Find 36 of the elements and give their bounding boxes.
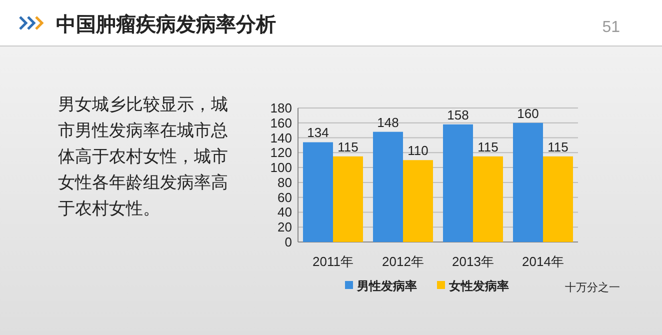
data-label: 110 <box>408 143 428 158</box>
y-tick-label: 160 <box>270 115 292 130</box>
data-label: 148 <box>377 114 399 130</box>
y-tick-label: 80 <box>278 174 292 190</box>
y-tick-label: 60 <box>278 190 292 205</box>
bar <box>333 156 363 242</box>
y-tick-label: 120 <box>270 145 292 160</box>
data-label: 160 <box>517 106 539 121</box>
y-tick-label: 100 <box>270 160 292 176</box>
bar <box>373 132 403 242</box>
bar <box>303 142 333 242</box>
y-tick-label: 0 <box>284 234 292 250</box>
y-tick-label: 140 <box>270 130 292 146</box>
data-label: 115 <box>338 139 358 154</box>
data-label: 134 <box>307 125 329 140</box>
y-tick-label: 180 <box>270 100 292 116</box>
legend-label: 女性发病率 <box>448 279 509 293</box>
bar <box>543 156 573 242</box>
x-tick-label: 2011年 <box>312 254 354 269</box>
data-label: 115 <box>548 139 568 154</box>
y-tick-label: 20 <box>278 220 292 235</box>
bar <box>403 160 433 242</box>
text: 男女城乡比较显示，城市男性发病率在城市总体高于农村女性，城市女性各年龄组发病率高于农村女性。 <box>58 94 229 220</box>
x-tick-label: 2012年 <box>382 254 424 269</box>
y-tick-label: 40 <box>278 204 292 220</box>
bar <box>513 122 543 242</box>
data-label: 158 <box>447 107 469 122</box>
bar <box>473 156 503 242</box>
x-tick-label: 2013年 <box>452 254 494 269</box>
x-tick-label: 2014年 <box>522 254 564 269</box>
chart-title: 中国肿瘤疾病发病率分析 <box>56 13 276 36</box>
text: 十万分之一 <box>565 281 620 294</box>
bar <box>443 124 473 242</box>
legend-label: 男性发病率 <box>356 279 417 293</box>
data-label: 115 <box>478 139 498 154</box>
text: 51 <box>602 19 620 36</box>
